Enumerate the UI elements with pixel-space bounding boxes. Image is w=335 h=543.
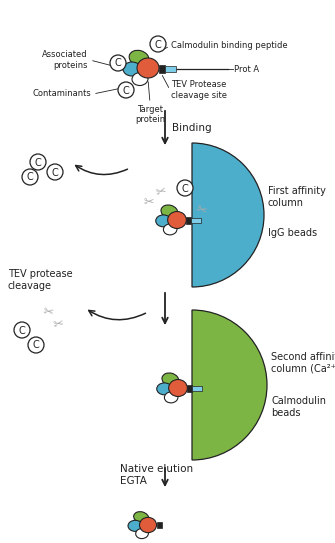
Wedge shape <box>192 143 264 287</box>
Text: C: C <box>19 325 25 336</box>
Bar <box>191 218 201 223</box>
Text: IgG beads: IgG beads <box>268 228 317 238</box>
Text: Contaminants: Contaminants <box>32 90 91 98</box>
Bar <box>156 522 161 528</box>
Circle shape <box>22 169 38 185</box>
Circle shape <box>28 337 44 353</box>
Ellipse shape <box>136 528 148 539</box>
Text: C: C <box>32 340 40 350</box>
Ellipse shape <box>128 520 142 532</box>
Ellipse shape <box>129 50 149 66</box>
Text: Calmodulin binding peptide: Calmodulin binding peptide <box>171 41 288 50</box>
Ellipse shape <box>139 517 156 533</box>
Bar <box>187 386 192 392</box>
Text: C: C <box>182 184 188 193</box>
Ellipse shape <box>132 72 148 85</box>
Text: C: C <box>52 167 58 178</box>
Circle shape <box>150 36 166 52</box>
Ellipse shape <box>137 58 159 78</box>
Circle shape <box>47 164 63 180</box>
Ellipse shape <box>164 392 178 403</box>
Text: Target
protein: Target protein <box>135 105 165 124</box>
Circle shape <box>14 322 30 338</box>
Ellipse shape <box>123 62 141 76</box>
Text: Calmodulin
beads: Calmodulin beads <box>271 396 326 418</box>
Circle shape <box>110 55 126 71</box>
Text: ✂: ✂ <box>144 195 154 209</box>
Ellipse shape <box>162 373 179 386</box>
Text: C: C <box>123 85 129 96</box>
Wedge shape <box>192 310 267 460</box>
Ellipse shape <box>169 380 187 396</box>
Text: Binding: Binding <box>172 123 212 133</box>
Circle shape <box>118 82 134 98</box>
Circle shape <box>177 180 193 196</box>
Text: Second affinity
column (Ca²⁺): Second affinity column (Ca²⁺) <box>271 352 335 374</box>
Text: Prot A: Prot A <box>234 65 259 73</box>
Ellipse shape <box>134 512 149 523</box>
Text: C: C <box>155 40 161 49</box>
Text: ✂: ✂ <box>42 305 54 319</box>
Text: First affinity
column: First affinity column <box>268 186 326 208</box>
Ellipse shape <box>168 212 186 229</box>
Bar <box>159 65 165 73</box>
Bar <box>186 217 191 224</box>
Text: TEV protease
cleavage: TEV protease cleavage <box>8 269 73 291</box>
Text: TEV Protease
cleavage site: TEV Protease cleavage site <box>171 80 227 100</box>
Ellipse shape <box>163 224 177 235</box>
Text: C: C <box>115 59 121 68</box>
Circle shape <box>30 154 46 170</box>
Text: Native elution
EGTA: Native elution EGTA <box>120 464 193 486</box>
Text: C: C <box>35 157 42 167</box>
Ellipse shape <box>157 383 172 395</box>
Text: C: C <box>26 173 34 182</box>
Text: ✂: ✂ <box>194 202 208 218</box>
Bar <box>192 386 202 392</box>
Ellipse shape <box>156 215 171 227</box>
Text: ✂: ✂ <box>154 185 168 200</box>
Text: Associated
proteins: Associated proteins <box>42 50 88 70</box>
Ellipse shape <box>161 205 178 218</box>
Bar <box>165 66 176 72</box>
Text: ✂: ✂ <box>52 318 64 332</box>
